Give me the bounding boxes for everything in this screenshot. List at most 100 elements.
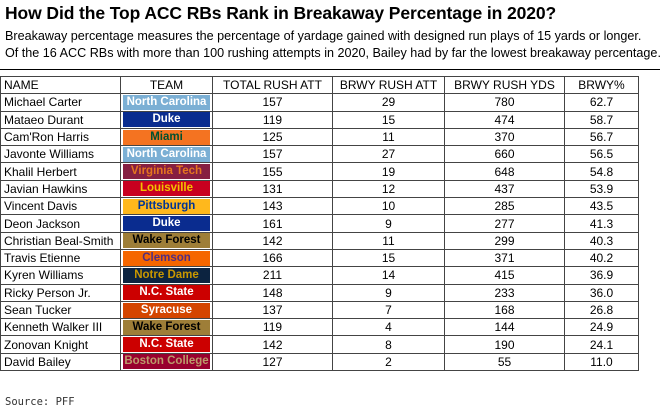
brwy-pct-cell: 36.9: [564, 266, 639, 285]
team-badge: N.C. State: [123, 337, 210, 353]
player-name-cell: Travis Etienne: [0, 248, 121, 268]
rankings-table: NAME TEAM TOTAL RUSH ATT BRWY RUSH ATT B…: [0, 75, 639, 372]
brwy-pct-cell: 26.8: [564, 300, 639, 320]
player-name-cell: Michael Carter: [0, 93, 121, 112]
brwy-pct-cell: 53.9: [564, 179, 639, 199]
subtitle-line-1: Breakaway percentage measures the percen…: [5, 29, 642, 43]
total-rush-att-cell: 157: [212, 93, 333, 112]
team-badge: Wake Forest: [123, 319, 210, 335]
team-badge: Syracuse: [123, 302, 210, 318]
player-name-cell: Cam'Ron Harris: [0, 127, 121, 147]
total-rush-att-cell: 137: [212, 300, 333, 320]
table-row: Cam'Ron Harris Miami 125 11 370 56.7: [0, 127, 639, 147]
total-rush-att-cell: 131: [212, 179, 333, 199]
brwy-rush-att-cell: 11: [332, 231, 445, 250]
brwy-pct-cell: 41.3: [564, 214, 639, 233]
team-cell: N.C. State: [120, 283, 213, 302]
brwy-pct-cell: 56.7: [564, 127, 639, 147]
brwy-pct-cell: 40.2: [564, 248, 639, 268]
total-rush-att-cell: 155: [212, 162, 333, 181]
brwy-rush-yds-cell: 285: [444, 197, 565, 216]
brwy-rush-yds-cell: 370: [444, 127, 565, 147]
header-divider: [0, 69, 660, 70]
table-header-row: NAME TEAM TOTAL RUSH ATT BRWY RUSH ATT B…: [0, 75, 639, 95]
brwy-rush-att-cell: 11: [332, 127, 445, 147]
brwy-rush-att-cell: 15: [332, 110, 445, 129]
team-cell: Wake Forest: [120, 318, 213, 337]
table-row: Javian Hawkins Louisville 131 12 437 53.9: [0, 179, 639, 199]
team-badge: North Carolina: [123, 146, 210, 162]
team-badge: Clemson: [123, 250, 210, 266]
brwy-rush-yds-cell: 437: [444, 179, 565, 199]
total-rush-att-cell: 142: [212, 335, 333, 354]
team-badge: Duke: [123, 112, 210, 128]
player-name-cell: Khalil Herbert: [0, 162, 121, 181]
player-name-cell: Zonovan Knight: [0, 335, 121, 354]
team-cell: Louisville: [120, 179, 213, 199]
team-cell: Virginia Tech: [120, 162, 213, 181]
player-name-cell: Sean Tucker: [0, 300, 121, 320]
table-row: Sean Tucker Syracuse 137 7 168 26.8: [0, 300, 639, 320]
brwy-rush-yds-cell: 277: [444, 214, 565, 233]
player-name-cell: Ricky Person Jr.: [0, 283, 121, 302]
brwy-pct-cell: 54.8: [564, 162, 639, 181]
team-cell: Duke: [120, 214, 213, 233]
team-cell: Wake Forest: [120, 231, 213, 250]
brwy-pct-cell: 58.7: [564, 110, 639, 129]
player-name-cell: Deon Jackson: [0, 214, 121, 233]
team-badge: Louisville: [123, 181, 210, 197]
table-row: David Bailey Boston College 127 2 55 11.0: [0, 352, 639, 372]
table-row: Christian Beal-Smith Wake Forest 142 11 299 4…: [0, 231, 639, 250]
team-badge: N.C. State: [123, 285, 210, 301]
table-row: Zonovan Knight N.C. State 142 8 190 24.1: [0, 335, 639, 354]
player-name-cell: Christian Beal-Smith: [0, 231, 121, 250]
brwy-rush-yds-cell: 415: [444, 266, 565, 285]
player-name-cell: Mataeo Durant: [0, 110, 121, 129]
table-row: Mataeo Durant Duke 119 15 474 58.7: [0, 110, 639, 129]
brwy-rush-att-cell: 14: [332, 266, 445, 285]
column-header-total-rush-att: TOTAL RUSH ATT: [212, 75, 333, 95]
column-header-brwy-rush-att: BRWY RUSH ATT: [332, 75, 445, 95]
total-rush-att-cell: 166: [212, 248, 333, 268]
table-row: Javonte Williams North Carolina 157 27 660 56…: [0, 145, 639, 164]
team-cell: Pittsburgh: [120, 197, 213, 216]
total-rush-att-cell: 211: [212, 266, 333, 285]
team-badge: Boston College: [123, 354, 210, 370]
brwy-pct-cell: 11.0: [564, 352, 639, 372]
table-row: Michael Carter North Carolina 157 29 780 62.7: [0, 93, 639, 112]
table-row: Kenneth Walker III Wake Forest 119 4 144 24.9: [0, 318, 639, 337]
brwy-rush-yds-cell: 299: [444, 231, 565, 250]
page-title: How Did the Top ACC RBs Rank in Breakawa…: [5, 3, 557, 23]
brwy-rush-att-cell: 27: [332, 145, 445, 164]
brwy-rush-att-cell: 9: [332, 283, 445, 302]
team-cell: Duke: [120, 110, 213, 129]
brwy-rush-yds-cell: 55: [444, 352, 565, 372]
brwy-rush-yds-cell: 190: [444, 335, 565, 354]
team-cell: Clemson: [120, 248, 213, 268]
team-badge: Miami: [123, 129, 210, 145]
player-name-cell: Kyren Williams: [0, 266, 121, 285]
brwy-pct-cell: 40.3: [564, 231, 639, 250]
table-row: Vincent Davis Pittsburgh 143 10 285 43.5: [0, 197, 639, 216]
team-badge: Duke: [123, 216, 210, 232]
brwy-rush-yds-cell: 780: [444, 93, 565, 112]
player-name-cell: Javonte Williams: [0, 145, 121, 164]
player-name-cell: Vincent Davis: [0, 197, 121, 216]
table-row: Khalil Herbert Virginia Tech 155 19 648 54.8: [0, 162, 639, 181]
brwy-pct-cell: 43.5: [564, 197, 639, 216]
column-header-team: TEAM: [120, 75, 213, 95]
total-rush-att-cell: 142: [212, 231, 333, 250]
brwy-rush-yds-cell: 233: [444, 283, 565, 302]
brwy-pct-cell: 24.9: [564, 318, 639, 337]
total-rush-att-cell: 161: [212, 214, 333, 233]
team-cell: Notre Dame: [120, 266, 213, 285]
brwy-pct-cell: 36.0: [564, 283, 639, 302]
total-rush-att-cell: 143: [212, 197, 333, 216]
brwy-rush-att-cell: 15: [332, 248, 445, 268]
brwy-rush-att-cell: 10: [332, 197, 445, 216]
brwy-pct-cell: 62.7: [564, 93, 639, 112]
total-rush-att-cell: 125: [212, 127, 333, 147]
column-header-brwy-pct: BRWY%: [564, 75, 639, 95]
player-name-cell: David Bailey: [0, 352, 121, 372]
